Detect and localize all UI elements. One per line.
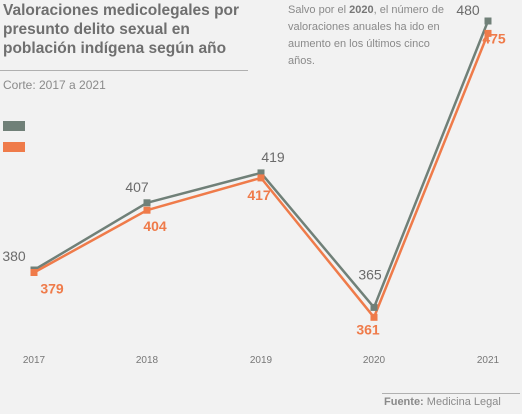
series-1-marker (484, 17, 492, 25)
note-text-start: Salvo por el (288, 4, 350, 16)
series-2-marker (484, 29, 492, 37)
legend-swatch-series-b (3, 142, 25, 152)
source-credit: Fuente: Medicina Legal (384, 396, 501, 408)
x-tick-label: 2017 (23, 355, 46, 366)
data-label-series-1: 419 (261, 149, 285, 165)
x-tick-label: 2021 (477, 355, 500, 366)
chart-title: Valoraciones medicolegales por presunto … (3, 2, 240, 57)
series-1-marker (370, 303, 378, 311)
chart-annotation: Salvo por el 2020, el número de valoraci… (288, 2, 448, 70)
source-key: Fuente: (384, 396, 424, 408)
data-label-series-2: 475 (482, 30, 506, 46)
chart-subtitle: Corte: 2017 a 2021 (3, 78, 106, 92)
source-value: Medicina Legal (426, 396, 501, 408)
series-1-marker (257, 169, 265, 177)
legend-item-series-a (3, 120, 31, 132)
series-2-marker (370, 313, 378, 321)
title-divider (0, 70, 248, 71)
chart-legend (3, 120, 31, 162)
data-label-series-2: 379 (40, 281, 64, 297)
data-label-series-1: 407 (125, 179, 149, 195)
source-divider (382, 393, 520, 394)
series-1-marker (143, 199, 151, 207)
data-label-series-2: 404 (143, 218, 167, 234)
x-tick-label: 2018 (136, 355, 159, 366)
series-2-marker (257, 174, 265, 182)
series-2-marker (30, 269, 38, 276)
legend-item-series-b (3, 141, 31, 153)
note-highlight-year: 2020 (349, 4, 374, 16)
note-text-end: , el número de valoraciones anuales ha i… (288, 4, 444, 67)
data-label-series-1: 365 (358, 266, 382, 282)
data-label-series-1: 380 (2, 248, 26, 264)
x-tick-label: 2020 (363, 355, 386, 366)
data-label-series-2: 361 (356, 321, 380, 337)
data-label-series-1: 480 (456, 2, 480, 18)
series-2-marker (143, 206, 151, 214)
x-tick-label: 2019 (250, 355, 273, 366)
data-label-series-2: 417 (247, 187, 271, 203)
legend-swatch-series-a (3, 121, 25, 131)
